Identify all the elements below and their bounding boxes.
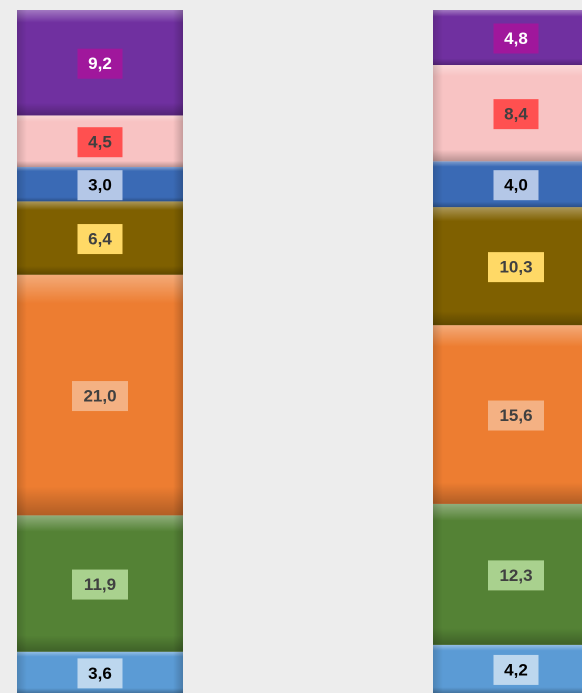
label-box [493,23,539,54]
data-label: 4,8 [504,29,528,48]
data-label: 8,4 [504,105,528,124]
label-box [488,400,544,431]
label-box [77,658,123,689]
data-label: 4,5 [88,133,112,152]
label-box [488,252,544,283]
label-box [77,170,123,201]
data-label: 10,3 [499,258,532,277]
label-box [493,654,539,685]
data-label: 12,3 [499,566,532,585]
data-label: 9,2 [88,54,112,73]
label-box [77,48,123,79]
label-box [77,127,123,158]
data-label: 6,4 [88,230,112,249]
data-label: 15,6 [499,406,532,425]
label-box [493,170,539,201]
label-box [72,569,128,600]
data-label: 21,0 [83,387,116,406]
data-label: 3,6 [88,664,112,683]
label-box [72,381,128,412]
label-box [488,560,544,591]
label-box [77,224,123,255]
data-label: 4,2 [504,660,528,679]
data-label: 4,0 [504,176,528,195]
data-label: 3,0 [88,176,112,195]
data-label: 11,9 [84,575,116,594]
label-box [493,99,539,130]
